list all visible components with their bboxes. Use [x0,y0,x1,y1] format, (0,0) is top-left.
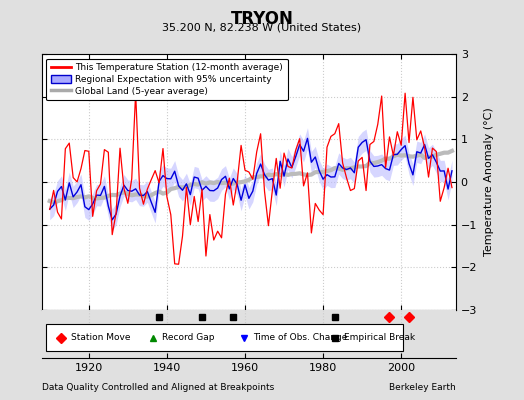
Text: Empirical Break: Empirical Break [344,333,416,342]
Text: TRYON: TRYON [231,10,293,28]
Text: Station Move: Station Move [71,333,130,342]
Text: Berkeley Earth: Berkeley Earth [389,383,456,392]
Text: Record Gap: Record Gap [162,333,215,342]
Text: 35.200 N, 82.238 W (United States): 35.200 N, 82.238 W (United States) [162,22,362,32]
Bar [46,324,403,351]
Text: Time of Obs. Change: Time of Obs. Change [253,333,348,342]
Legend: This Temperature Station (12-month average), Regional Expectation with 95% uncer: This Temperature Station (12-month avera… [47,58,288,100]
Text: Data Quality Controlled and Aligned at Breakpoints: Data Quality Controlled and Aligned at B… [42,383,274,392]
Y-axis label: Temperature Anomaly (°C): Temperature Anomaly (°C) [484,108,494,256]
